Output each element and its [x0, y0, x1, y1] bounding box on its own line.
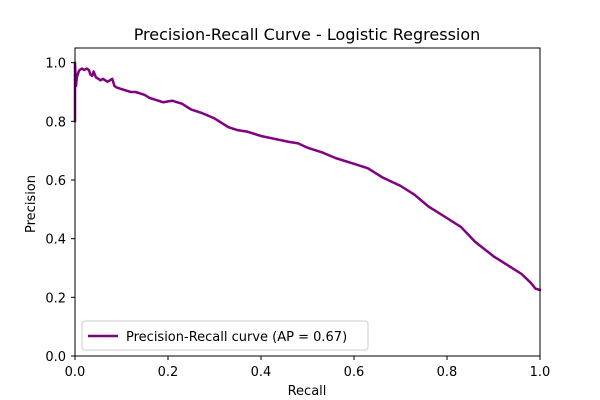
chart-title: Precision-Recall Curve - Logistic Regres…	[134, 25, 481, 44]
x-tick-label: 0.6	[344, 365, 365, 380]
plot-area	[73, 47, 542, 357]
x-tick-label: 1.0	[530, 365, 551, 380]
legend-label: Precision-Recall curve (AP = 0.67)	[126, 330, 347, 345]
legend-box	[81, 320, 369, 351]
y-tick-label: 0.4	[45, 233, 66, 248]
axes-ticks: 0.0 0.2 0.4 0.6 0.8 1.0 0.0 0.2 0.4 0.6 0.8 1.0	[45, 57, 550, 380]
x-axis-label: Recall	[288, 384, 327, 399]
y-tick-label: 0.8	[45, 115, 66, 130]
legend: Precision-Recall curve (AP = 0.67)	[81, 320, 369, 351]
x-tick-label: 0.4	[251, 365, 272, 380]
x-tick-label: 0.2	[158, 365, 179, 380]
series-line-0	[73, 61, 542, 292]
axes-frame	[74, 47, 541, 357]
x-tick-label: 0.8	[437, 365, 458, 380]
y-tick-label: 0.2	[45, 291, 66, 306]
y-tick-label: 1.0	[45, 57, 66, 72]
y-tick-label: 0.0	[45, 350, 66, 365]
y-tick-label: 0.6	[45, 174, 66, 189]
x-tick-label: 0.0	[65, 365, 86, 380]
y-axis-label: Precision	[24, 175, 39, 233]
